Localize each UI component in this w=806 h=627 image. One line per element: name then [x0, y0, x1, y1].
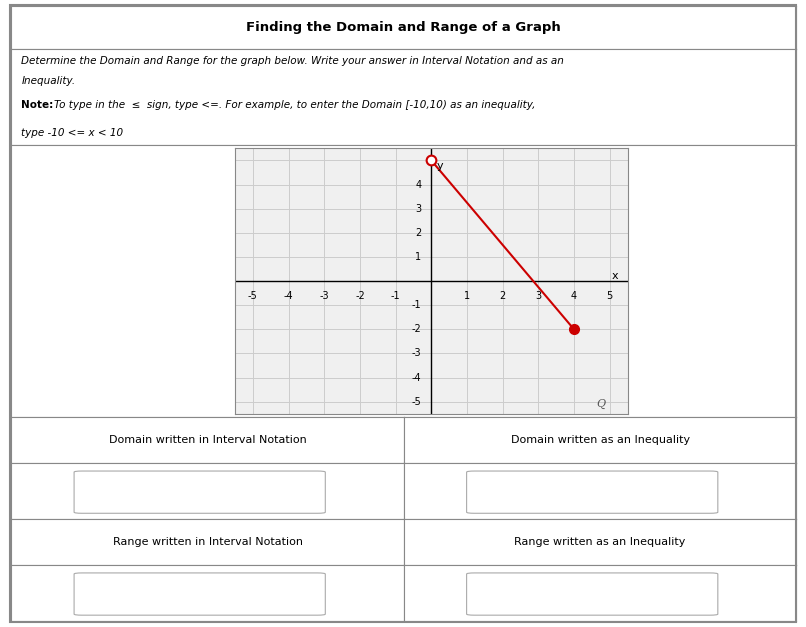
Text: type -10 <= x < 10: type -10 <= x < 10	[22, 128, 123, 138]
Text: -4: -4	[412, 372, 422, 382]
Text: Q: Q	[596, 399, 605, 409]
Text: 3: 3	[415, 204, 422, 214]
FancyBboxPatch shape	[74, 573, 326, 615]
Text: -5: -5	[412, 397, 422, 407]
Text: Inequality.: Inequality.	[22, 76, 76, 87]
Text: -3: -3	[319, 291, 329, 301]
Text: Note:: Note:	[22, 100, 54, 110]
Text: -2: -2	[355, 291, 365, 301]
Text: 1: 1	[415, 252, 422, 262]
Text: -2: -2	[412, 324, 422, 334]
Text: Finding the Domain and Range of a Graph: Finding the Domain and Range of a Graph	[247, 21, 561, 34]
Text: -1: -1	[412, 300, 422, 310]
Text: 4: 4	[571, 291, 577, 301]
Text: -3: -3	[412, 349, 422, 359]
Text: Range written in Interval Notation: Range written in Interval Notation	[113, 537, 302, 547]
FancyBboxPatch shape	[74, 471, 326, 514]
Text: Determine the Domain and Range for the graph below. Write your answer in Interva: Determine the Domain and Range for the g…	[22, 56, 564, 66]
Text: y: y	[437, 161, 443, 171]
Text: -5: -5	[248, 291, 258, 301]
Text: Range written as an Inequality: Range written as an Inequality	[514, 537, 686, 547]
Text: 5: 5	[607, 291, 613, 301]
Text: 3: 3	[535, 291, 542, 301]
Text: x: x	[612, 271, 618, 281]
Text: Domain written in Interval Notation: Domain written in Interval Notation	[109, 435, 306, 445]
Text: -4: -4	[284, 291, 293, 301]
Text: To type in the  ≤  sign, type <=. For example, to enter the Domain [-10,10) as a: To type in the ≤ sign, type <=. For exam…	[55, 100, 536, 110]
Text: 2: 2	[415, 228, 422, 238]
Text: 2: 2	[500, 291, 506, 301]
FancyBboxPatch shape	[467, 573, 718, 615]
Text: Domain written as an Inequality: Domain written as an Inequality	[510, 435, 690, 445]
Text: 1: 1	[464, 291, 470, 301]
FancyBboxPatch shape	[467, 471, 718, 514]
Text: -1: -1	[391, 291, 401, 301]
Text: 4: 4	[415, 179, 422, 189]
